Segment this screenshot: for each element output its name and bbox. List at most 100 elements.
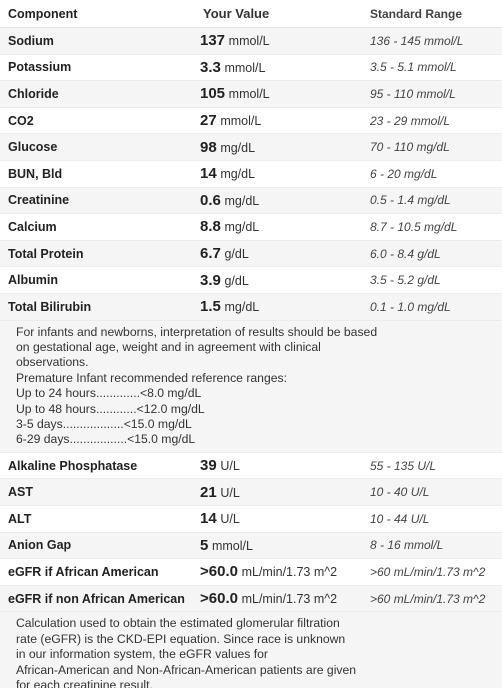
standard-range: 6.0 - 8.4 g/dL (370, 246, 441, 261)
table-header: Component Your Value Standard Range (0, 0, 502, 28)
result-value: 27 (200, 112, 217, 130)
result-value-cell: 21 U/L (200, 484, 370, 501)
result-value: 105 (200, 85, 226, 103)
result-unit: mg/dL (224, 220, 260, 235)
result-unit: mg/dL (224, 300, 260, 315)
result-value-cell: 27 mmol/L (200, 112, 370, 129)
table-row: Chloride 105 mmol/L 95 - 110 mmol/L (0, 81, 502, 108)
results-group-2: Alkaline Phosphatase 39 U/L 55 - 135 U/L AS… (0, 453, 502, 613)
table-row: eGFR if African American >60.0 mL/min/1.7… (0, 559, 502, 586)
result-unit: mmol/L (220, 114, 262, 129)
result-unit: U/L (220, 512, 240, 527)
result-value: 3.3 (200, 58, 221, 76)
egfr-note: Calculation used to obtain the estimated… (0, 612, 502, 688)
result-value: 39 (200, 457, 217, 475)
table-row: ALT 14 U/L 10 - 44 U/L (0, 506, 502, 533)
result-unit: mmol/L (211, 538, 253, 553)
result-value: 3.9 (200, 271, 221, 289)
result-value: 137 (200, 32, 226, 50)
table-row: CO2 27 mmol/L 23 - 29 mmol/L (0, 108, 502, 135)
component-name: Sodium (8, 33, 54, 48)
table-row: Creatinine 0.6 mg/dL 0.5 - 1.4 mg/dL (0, 187, 502, 215)
component-name: Total Protein (8, 246, 84, 261)
result-value-cell: 98 mg/dL (200, 139, 370, 156)
result-value-cell: 8.8 mg/dL (200, 218, 370, 235)
table-row: Albumin 3.9 g/dL 3.5 - 5.2 g/dL (0, 267, 502, 294)
standard-range: 55 - 135 U/L (370, 458, 437, 473)
result-unit: mg/dL (220, 167, 256, 182)
result-value: 6.7 (200, 245, 221, 263)
result-unit: mg/dL (220, 140, 256, 155)
result-value-cell: >60.0 mL/min/1.73 m^2 (200, 563, 370, 580)
standard-range: 10 - 40 U/L (370, 485, 430, 500)
result-value: 21 (200, 483, 217, 501)
table-row: Alkaline Phosphatase 39 U/L 55 - 135 U/L (0, 453, 502, 480)
result-value-cell: 105 mmol/L (200, 85, 370, 102)
header-your-value: Your Value (203, 6, 270, 21)
standard-range: 8 - 16 mmol/L (370, 538, 444, 553)
result-value: 14 (200, 165, 217, 183)
standard-range: 70 - 110 mg/dL (370, 140, 450, 155)
standard-range: >60 mL/min/1.73 m^2 (370, 564, 486, 579)
egfr-note-text: Calculation used to obtain the estimated… (16, 616, 357, 688)
result-value-cell: 137 mmol/L (200, 32, 370, 49)
result-unit: g/dL (224, 273, 249, 288)
result-value: 14 (200, 510, 217, 528)
component-name: BUN, Bld (8, 166, 63, 181)
table-row: AST 21 U/L 10 - 40 U/L (0, 479, 502, 506)
standard-range: 3.5 - 5.2 g/dL (370, 273, 441, 288)
standard-range: 3.5 - 5.1 mmol/L (370, 60, 457, 75)
standard-range: 10 - 44 U/L (370, 511, 430, 526)
result-value: 1.5 (200, 298, 221, 316)
table-row: eGFR if non African American >60.0 mL/min… (0, 585, 502, 613)
result-value-cell: 1.5 mg/dL (200, 298, 370, 315)
standard-range: 0.1 - 1.0 mg/dL (370, 299, 451, 314)
component-name: Anion Gap (8, 538, 72, 553)
component-name: Albumin (8, 273, 58, 288)
component-name: Chloride (8, 86, 59, 101)
table-row: Potassium 3.3 mmol/L 3.5 - 5.1 mmol/L (0, 55, 502, 82)
component-name: Total Bilirubin (8, 299, 92, 314)
component-name: eGFR if African American (8, 564, 159, 579)
result-value-cell: 0.6 mg/dL (200, 192, 370, 209)
component-name: Creatinine (8, 193, 70, 208)
standard-range: 95 - 110 mmol/L (370, 86, 456, 101)
table-row: Glucose 98 mg/dL 70 - 110 mg/dL (0, 134, 502, 161)
header-standard-range: Standard Range (370, 6, 463, 21)
table-row: Total Bilirubin 1.5 mg/dL 0.1 - 1.0 mg/dL (0, 293, 502, 321)
standard-range: 6 - 20 mg/dL (370, 166, 438, 181)
results-group-1: Sodium 137 mmol/L 136 - 145 mmol/L Potassiu… (0, 28, 502, 321)
result-value-cell: >60.0 mL/min/1.73 m^2 (200, 590, 370, 607)
result-value: 8.8 (200, 218, 221, 236)
result-value: >60.0 (200, 563, 238, 581)
standard-range: 8.7 - 10.5 mg/dL (370, 219, 458, 234)
result-value-cell: 6.7 g/dL (200, 245, 370, 262)
result-value-cell: 39 U/L (200, 457, 370, 474)
result-unit: U/L (220, 459, 240, 474)
header-component: Component (8, 6, 78, 21)
standard-range: >60 mL/min/1.73 m^2 (370, 591, 486, 606)
result-value-cell: 14 mg/dL (200, 165, 370, 182)
result-unit: mmol/L (228, 87, 270, 102)
result-value-cell: 5 mmol/L (200, 537, 370, 554)
component-name: CO2 (8, 113, 34, 128)
result-unit: mg/dL (224, 193, 260, 208)
standard-range: 136 - 145 mmol/L (370, 33, 464, 48)
bilirubin-note: For infants and newborns, interpretation… (0, 320, 502, 453)
result-value-cell: 3.3 mmol/L (200, 59, 370, 76)
component-name: eGFR if non African American (8, 591, 185, 606)
component-name: AST (8, 485, 33, 500)
table-row: Sodium 137 mmol/L 136 - 145 mmol/L (0, 28, 502, 55)
result-value: 0.6 (200, 191, 221, 209)
table-row: BUN, Bld 14 mg/dL 6 - 20 mg/dL (0, 161, 502, 188)
table-row: Anion Gap 5 mmol/L 8 - 16 mmol/L (0, 532, 502, 560)
result-value-cell: 14 U/L (200, 510, 370, 527)
table-row: Total Protein 6.7 g/dL 6.0 - 8.4 g/dL (0, 240, 502, 268)
result-value-cell: 3.9 g/dL (200, 272, 370, 289)
standard-range: 23 - 29 mmol/L (370, 113, 451, 128)
component-name: Alkaline Phosphatase (8, 458, 138, 473)
result-unit: mmol/L (228, 34, 270, 49)
standard-range: 0.5 - 1.4 mg/dL (370, 193, 451, 208)
result-value: >60.0 (200, 590, 238, 608)
